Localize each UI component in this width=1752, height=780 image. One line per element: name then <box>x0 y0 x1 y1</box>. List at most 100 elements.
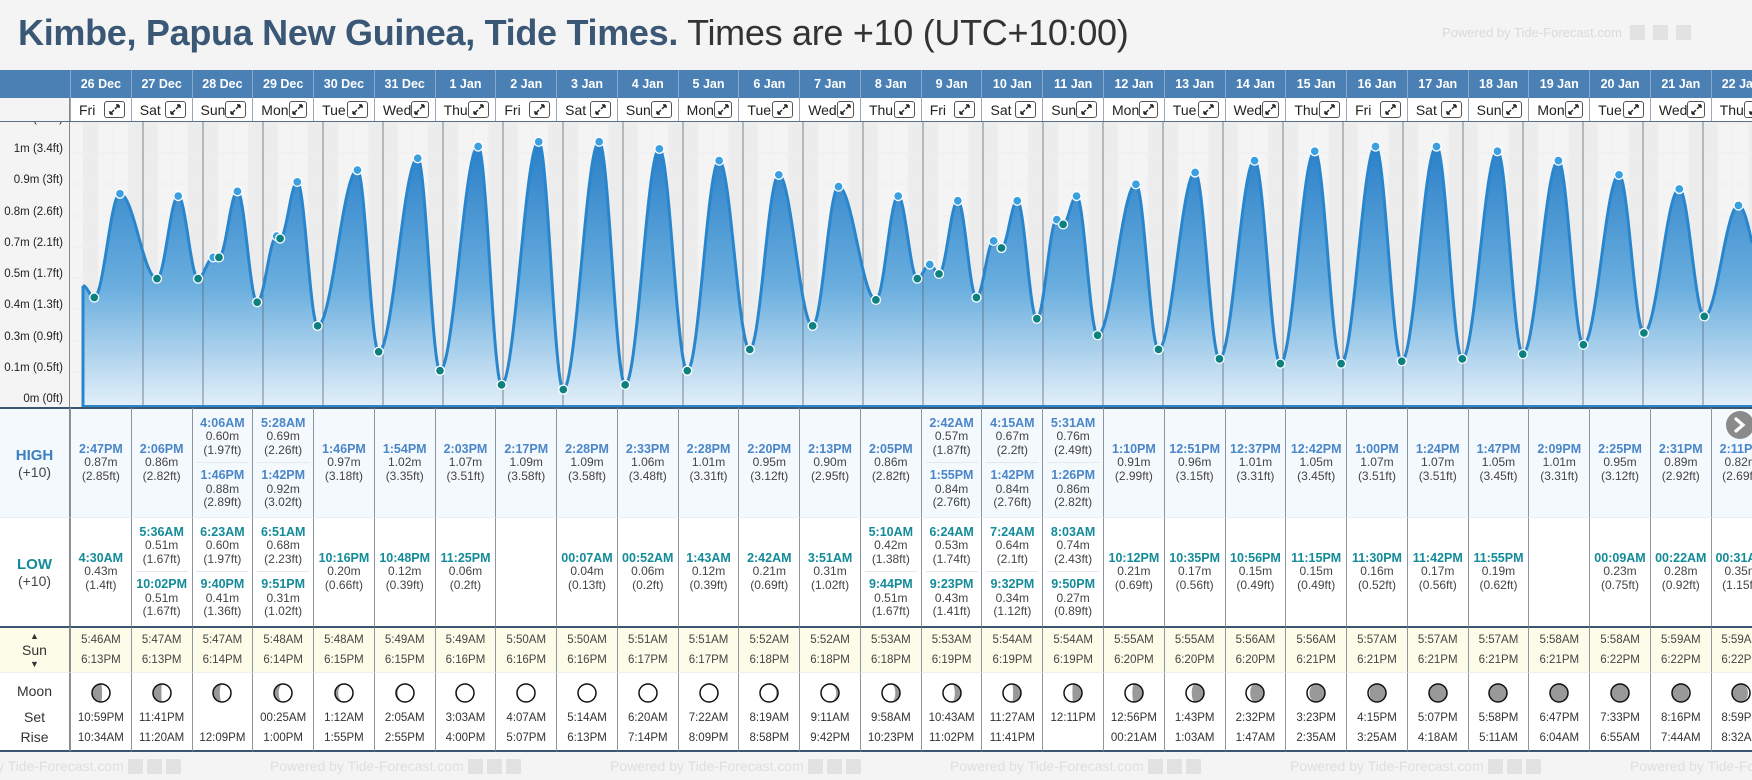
high-tide-marker[interactable] <box>232 186 243 197</box>
expand-day-button[interactable] <box>1440 101 1462 118</box>
expand-day-button[interactable] <box>1262 101 1280 118</box>
low-tide-marker[interactable] <box>213 252 225 263</box>
low-tide-marker[interactable] <box>192 273 204 284</box>
low-tide-marker[interactable] <box>1214 353 1225 365</box>
expand-day-button[interactable] <box>1564 101 1584 118</box>
low-tide-marker[interactable] <box>870 294 882 306</box>
low-tide-feet: (0.89ft) <box>1054 604 1093 618</box>
high-tide-marker[interactable] <box>1733 200 1744 211</box>
expand-day-button[interactable] <box>713 101 733 118</box>
low-tide-marker[interactable] <box>807 320 818 331</box>
expand-day-button[interactable] <box>103 101 125 118</box>
expand-day-button[interactable] <box>1319 101 1341 118</box>
high-tide-marker[interactable] <box>292 176 303 188</box>
high-tide-marker[interactable] <box>1613 169 1625 180</box>
low-tide-marker[interactable] <box>312 320 323 331</box>
scroll-right-button[interactable] <box>1726 411 1752 439</box>
low-tide-marker[interactable] <box>744 344 755 355</box>
expand-day-button[interactable] <box>893 101 915 118</box>
low-tide-time: 8:03AM <box>1050 524 1096 539</box>
low-tide-marker[interactable] <box>434 365 446 376</box>
low-tide-marker[interactable] <box>1517 349 1528 360</box>
low-tide-marker[interactable] <box>252 297 263 308</box>
expand-day-button[interactable] <box>1743 101 1752 118</box>
low-tide-marker[interactable] <box>151 273 163 284</box>
high-tide-marker[interactable] <box>1553 155 1564 166</box>
high-tide-marker[interactable] <box>1370 141 1381 152</box>
expand-day-button[interactable] <box>164 101 186 118</box>
high-tide-marker[interactable] <box>114 188 126 199</box>
low-tide-marker[interactable] <box>558 384 569 395</box>
low-tide-marker[interactable] <box>1699 311 1710 322</box>
expand-day-button[interactable] <box>411 101 429 118</box>
low-tide-marker[interactable] <box>620 379 631 390</box>
low-tide-marker[interactable] <box>971 292 982 303</box>
expand-day-button[interactable] <box>1687 101 1705 118</box>
expand-day-button[interactable] <box>1197 101 1219 118</box>
expand-day-button[interactable] <box>1379 101 1401 118</box>
high-tide-marker[interactable] <box>893 190 904 202</box>
expand-day-button[interactable] <box>346 101 368 118</box>
low-tide-marker[interactable] <box>996 242 1007 254</box>
high-tide-marker[interactable] <box>833 181 844 192</box>
high-tide-marker[interactable] <box>988 235 999 247</box>
expand-day-button[interactable] <box>836 101 854 118</box>
low-tide-marker[interactable] <box>912 273 923 284</box>
low-tide-marker[interactable] <box>496 379 507 390</box>
low-tide-marker[interactable] <box>1578 339 1589 350</box>
low-tide-marker[interactable] <box>933 268 945 280</box>
low-tide-marker[interactable] <box>1638 327 1650 339</box>
high-tide-marker[interactable] <box>1492 146 1503 157</box>
expand-day-button[interactable] <box>468 101 490 118</box>
expand-icon <box>1020 104 1031 115</box>
high-tide-marker[interactable] <box>1130 179 1142 190</box>
low-tide-marker[interactable] <box>89 292 100 303</box>
high-tide-marker[interactable] <box>714 155 725 166</box>
high-tide-marker[interactable] <box>924 259 935 270</box>
expand-day-button[interactable] <box>954 101 976 118</box>
expand-day-button[interactable] <box>1139 101 1158 118</box>
high-tide-marker[interactable] <box>1071 190 1082 202</box>
low-tide-marker[interactable] <box>1092 330 1103 341</box>
low-tide-marker[interactable] <box>373 346 384 357</box>
expand-day-button[interactable] <box>650 101 672 118</box>
low-tide-marker[interactable] <box>1057 219 1069 230</box>
expand-day-button[interactable] <box>1622 101 1644 118</box>
high-tide-cell: 2:28PM 1.01m (3.31ft) <box>677 407 739 517</box>
high-tide-marker[interactable] <box>952 195 963 206</box>
low-tide-marker[interactable] <box>1457 353 1468 365</box>
low-tide-marker[interactable] <box>1396 356 1407 367</box>
high-tide-marker[interactable] <box>1249 155 1260 166</box>
expand-day-button[interactable] <box>288 101 308 118</box>
high-tide-marker[interactable] <box>1309 146 1320 157</box>
high-tide-marker[interactable] <box>352 164 363 176</box>
sun-cell: 5:55AM 6:20PM <box>1163 626 1225 672</box>
expand-day-button[interactable] <box>529 101 551 118</box>
high-tide-marker[interactable] <box>173 190 184 202</box>
high-tide-time: 1:00PM <box>1355 441 1399 456</box>
expand-day-button[interactable] <box>589 101 611 118</box>
low-tide-marker[interactable] <box>1031 313 1042 324</box>
high-tide-marker[interactable] <box>1674 183 1685 195</box>
high-tide-marker[interactable] <box>773 169 784 180</box>
expand-day-button[interactable] <box>1076 101 1098 118</box>
expand-day-button[interactable] <box>225 101 247 118</box>
high-tide-marker[interactable] <box>533 136 544 147</box>
high-tide-marker[interactable] <box>1189 167 1201 178</box>
expand-day-button[interactable] <box>772 101 794 118</box>
high-tide-marker[interactable] <box>472 141 484 152</box>
low-tide-marker[interactable] <box>274 233 286 244</box>
high-tide-marker[interactable] <box>594 136 605 147</box>
low-tide-marker[interactable] <box>682 365 693 376</box>
expand-day-button[interactable] <box>1501 101 1523 118</box>
high-tide-marker[interactable] <box>1431 141 1442 152</box>
low-tide-marker[interactable] <box>1335 358 1347 369</box>
expand-day-button[interactable] <box>1015 101 1037 118</box>
low-tide-marker[interactable] <box>1153 344 1164 355</box>
high-tide-marker[interactable] <box>654 143 665 154</box>
low-tide-marker[interactable] <box>1275 358 1286 369</box>
sun-cell: 5:55AM 6:20PM <box>1103 626 1164 672</box>
high-tide-marker[interactable] <box>1012 195 1023 206</box>
high-tide-marker[interactable] <box>412 153 423 164</box>
powered-by-text: Powered by Tide-Forecast.com <box>1290 758 1484 774</box>
